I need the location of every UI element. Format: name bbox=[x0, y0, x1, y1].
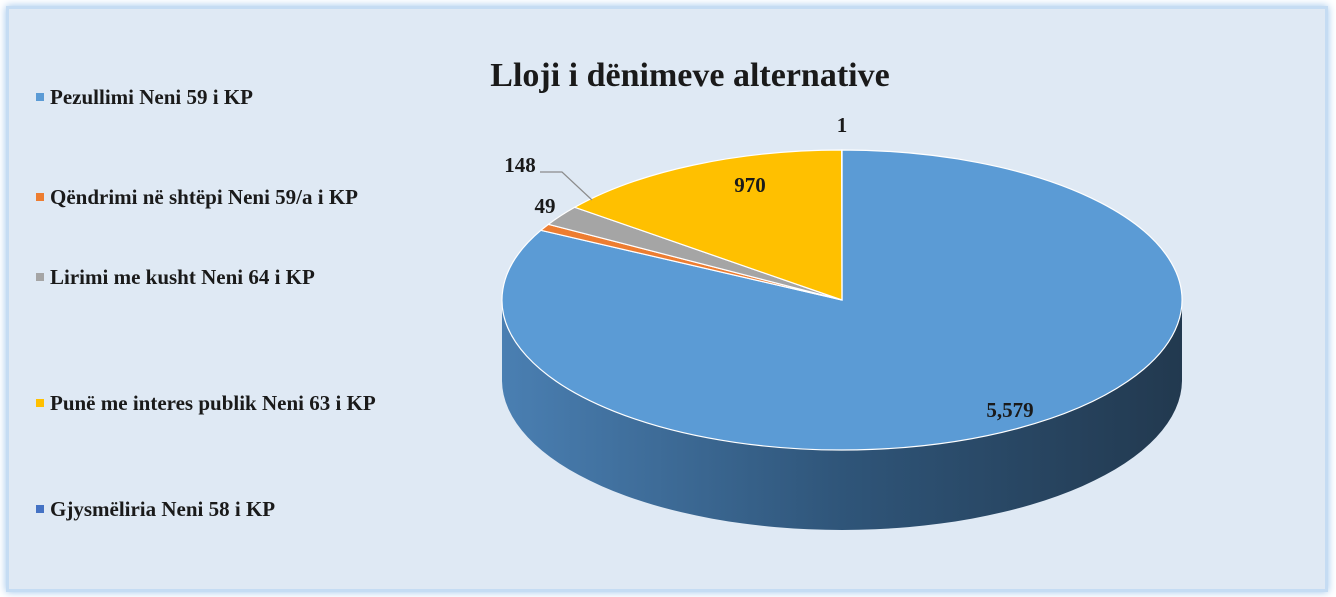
legend-swatch bbox=[36, 193, 44, 202]
legend-item: Qëndrimi në shtëpi Neni 59/a i KP bbox=[36, 184, 358, 211]
legend-label: Gjysmëliria Neni 58 i KP bbox=[50, 497, 276, 521]
data-label: 970 bbox=[734, 173, 766, 197]
legend-label: Pezullimi Neni 59 i KP bbox=[50, 85, 253, 109]
legend-swatch bbox=[36, 273, 44, 282]
legend-swatch bbox=[36, 399, 44, 408]
data-label: 1 bbox=[837, 113, 848, 137]
pie-side bbox=[502, 300, 1182, 530]
pie-slice bbox=[573, 149, 843, 301]
data-label: 49 bbox=[535, 194, 556, 218]
data-label: 148 bbox=[504, 153, 536, 177]
legend-item: Lirimi me kusht Neni 64 i KP bbox=[36, 264, 315, 291]
chart-title: Lloji i dënimeve alternative bbox=[490, 57, 889, 94]
legend-item: Gjysmëliria Neni 58 i KP bbox=[36, 496, 275, 523]
legend-swatch bbox=[36, 93, 44, 102]
legend-label: Qëndrimi në shtëpi Neni 59/a i KP bbox=[50, 185, 359, 209]
legend-label: Lirimi me kusht Neni 64 i KP bbox=[50, 265, 315, 289]
legend-label: Punë me interes publik Neni 63 i KP bbox=[50, 391, 376, 415]
legend-swatch bbox=[36, 505, 44, 514]
legend-item: Pezullimi Neni 59 i KP bbox=[36, 84, 253, 111]
leader-line bbox=[540, 171, 593, 201]
data-label: 5,579 bbox=[986, 398, 1033, 422]
legend-item: Punë me interes publik Neni 63 i KP bbox=[36, 390, 376, 417]
